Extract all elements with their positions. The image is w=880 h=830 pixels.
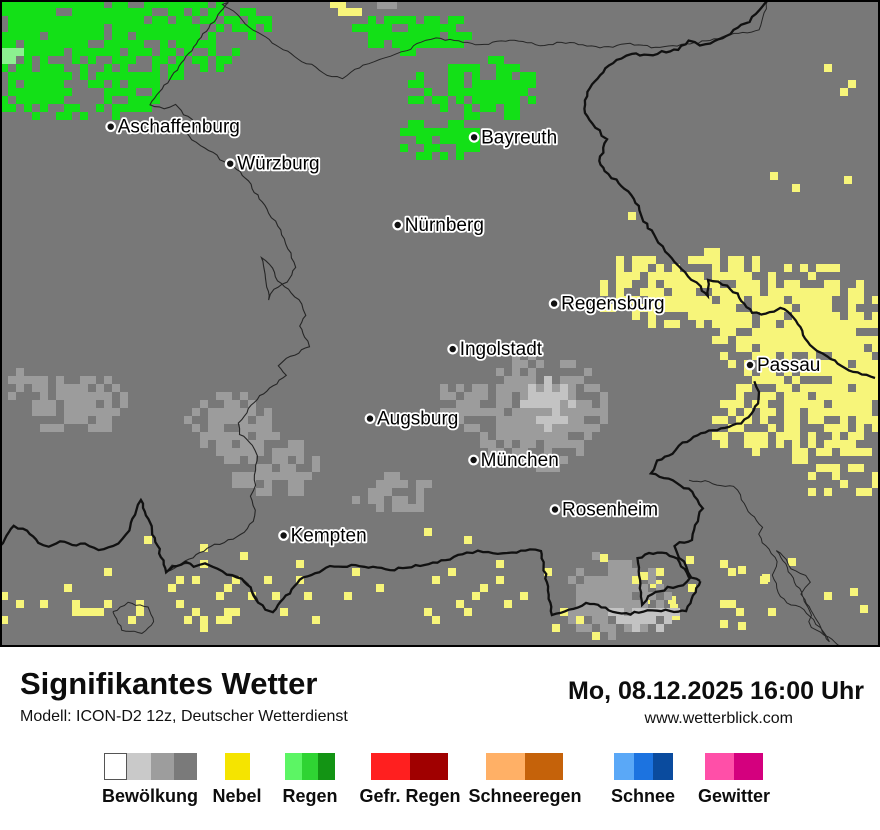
svg-text:Regensburg: Regensburg: [561, 294, 665, 315]
svg-text:Augsburg: Augsburg: [377, 409, 458, 430]
svg-text:Rosenheim: Rosenheim: [562, 500, 658, 521]
svg-text:München: München: [481, 450, 559, 471]
svg-text:Ingolstadt: Ingolstadt: [460, 339, 543, 360]
svg-text:Bayreuth: Bayreuth: [481, 127, 557, 148]
svg-text:Kempten: Kempten: [291, 526, 367, 547]
svg-text:Nürnberg: Nürnberg: [405, 215, 484, 236]
svg-text:Passau: Passau: [757, 355, 820, 376]
svg-text:Aschaffenburg: Aschaffenburg: [118, 117, 240, 138]
svg-text:Würzburg: Würzburg: [237, 154, 319, 175]
